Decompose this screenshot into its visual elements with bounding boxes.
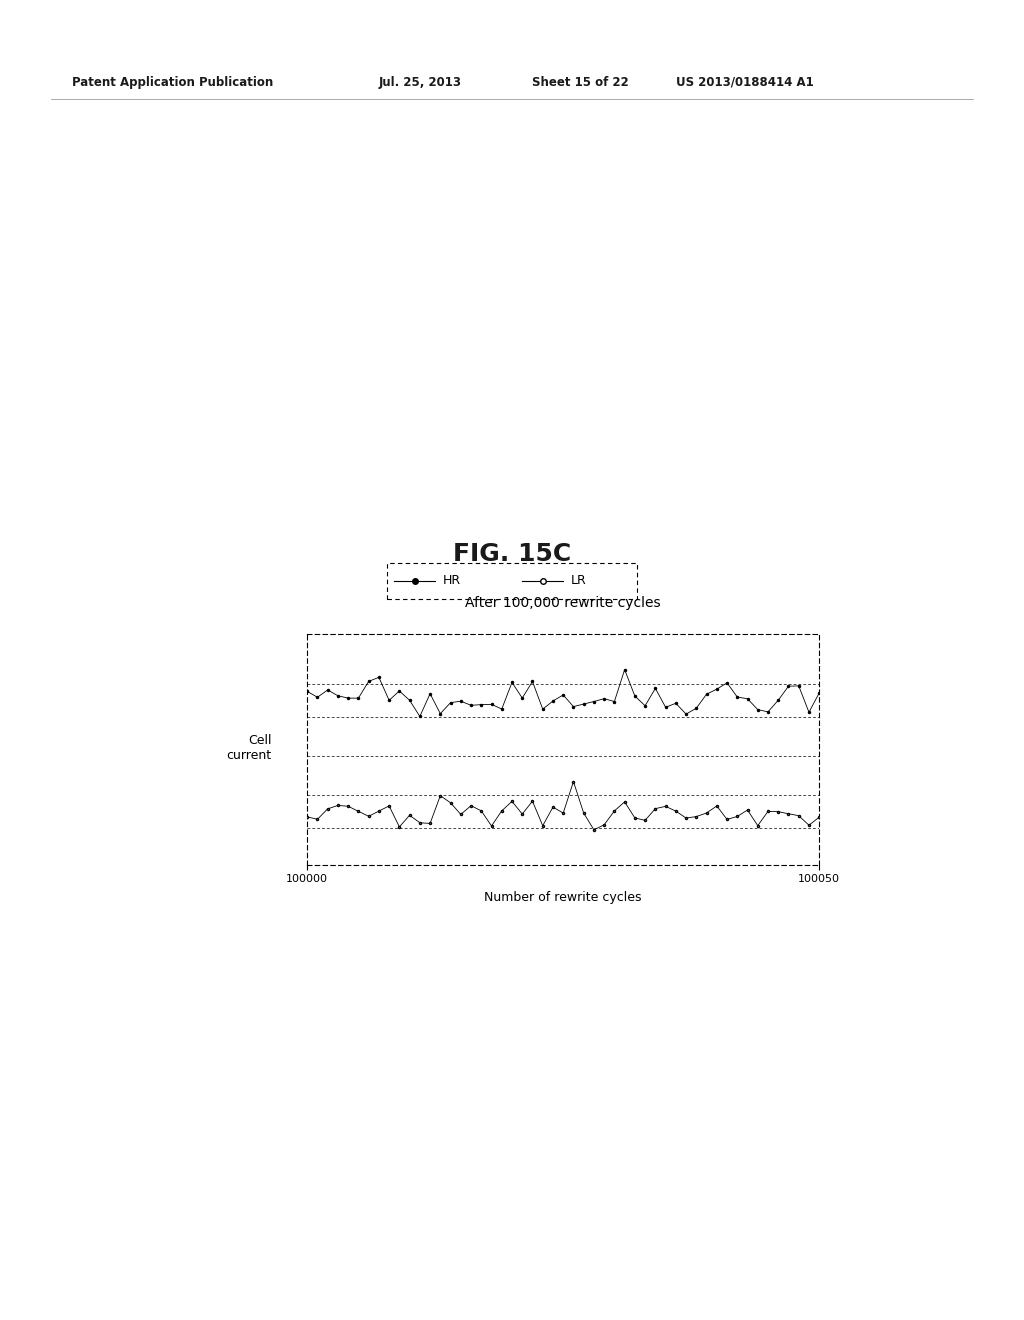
Text: Sheet 15 of 22: Sheet 15 of 22 [532,75,629,88]
Text: Patent Application Publication: Patent Application Publication [72,75,273,88]
Text: Cell
current: Cell current [226,734,271,763]
Text: Jul. 25, 2013: Jul. 25, 2013 [379,75,462,88]
Text: FIG. 15C: FIG. 15C [453,543,571,566]
Text: US 2013/0188414 A1: US 2013/0188414 A1 [676,75,814,88]
Text: HR: HR [442,574,461,587]
Text: After 100,000 rewrite cycles: After 100,000 rewrite cycles [465,595,662,610]
FancyBboxPatch shape [387,562,637,598]
X-axis label: Number of rewrite cycles: Number of rewrite cycles [484,891,642,904]
Text: LR: LR [571,574,587,587]
